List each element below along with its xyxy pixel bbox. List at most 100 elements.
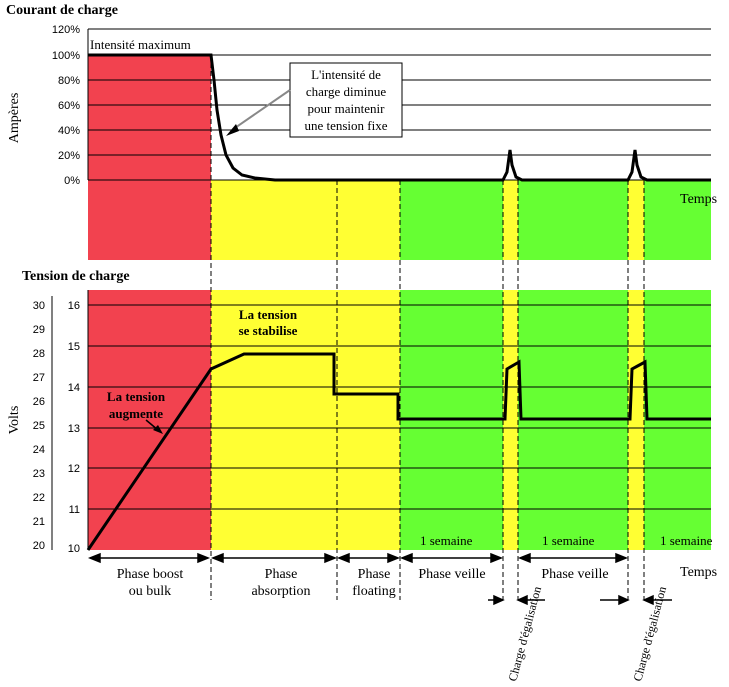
current-band-equalization-1 — [503, 180, 518, 260]
equalization-arrowhead — [642, 594, 654, 606]
voltage-ytick-inner: 16 — [68, 300, 80, 312]
phase-label-absorption: absorption — [251, 584, 310, 599]
phase-label-bulk: ou bulk — [129, 584, 171, 599]
current-annotation-arrowhead — [226, 124, 239, 136]
current-annotation-line: pour maintenir — [308, 101, 386, 116]
voltage-ytick-outer: 23 — [33, 468, 45, 480]
voltage-yticks-outer: 30 29 28 27 26 25 24 23 22 21 20 — [33, 300, 45, 552]
equalization-arrowhead — [618, 594, 630, 606]
voltage-band-equalization-2 — [628, 290, 644, 550]
current-ytick: 40% — [58, 125, 80, 137]
current-ytick: 120% — [52, 24, 80, 36]
voltage-ytick-inner: 15 — [68, 341, 80, 353]
phase-label-standby-2: Phase veille — [541, 567, 608, 582]
voltage-ytick-outer: 29 — [33, 324, 45, 336]
voltage-annotation-arrowhead — [153, 425, 163, 434]
voltage-ytick-outer: 27 — [33, 372, 45, 384]
current-band-equalization-2 — [628, 180, 644, 260]
voltage-band-equalization-1 — [503, 290, 518, 550]
phase-boundaries — [210, 55, 645, 600]
voltage-annotation-rise: La tension augmente — [107, 389, 166, 434]
current-annotation-line: une tension fixe — [304, 118, 387, 133]
current-chart-ylabel: Ampères — [7, 93, 22, 144]
week-label: 1 semaine — [542, 533, 595, 548]
phase-label-absorption: Phase — [265, 567, 298, 582]
phase-labels: Phase boost ou bulk Phase absorption Pha… — [117, 567, 609, 599]
current-band-standby-3 — [644, 180, 711, 260]
voltage-yticks-inner: 16 15 14 13 12 11 10 — [68, 300, 80, 555]
current-band-absorption — [211, 180, 337, 260]
phase-arrowhead — [336, 552, 350, 564]
current-ytick: 60% — [58, 100, 80, 112]
voltage-ytick-inner: 13 — [68, 423, 80, 435]
phase-label-floating: Phase — [358, 567, 391, 582]
current-band-bulk — [88, 180, 211, 260]
voltage-chart-title: Tension de charge — [22, 269, 130, 284]
voltage-ytick-outer: 21 — [33, 516, 45, 528]
voltage-chart-xlabel: Temps — [680, 565, 717, 580]
phase-arrowhead — [387, 552, 401, 564]
voltage-ytick-outer: 30 — [33, 300, 45, 312]
phase-label-standby-1: Phase veille — [418, 567, 485, 582]
voltage-ytick-outer: 26 — [33, 396, 45, 408]
current-band-floating — [337, 180, 400, 260]
phase-label-floating: floating — [352, 584, 396, 599]
current-ytick: 80% — [58, 75, 80, 87]
voltage-annotation-line: augmente — [109, 406, 163, 421]
phase-arrowhead — [197, 552, 211, 564]
voltage-week-labels: 1 semaine 1 semaine 1 semaine — [420, 533, 713, 548]
voltage-ytick-inner: 11 — [69, 504, 80, 516]
phase-arrowhead — [399, 552, 413, 564]
voltage-ytick-inner: 14 — [68, 382, 80, 394]
voltage-band-floating — [337, 290, 400, 550]
voltage-annotation-line: La tension — [107, 389, 166, 404]
voltage-ytick-outer: 28 — [33, 348, 45, 360]
voltage-band-bulk — [88, 290, 211, 550]
equalization-arrowhead — [493, 594, 505, 606]
voltage-band-absorption — [211, 290, 337, 550]
voltage-ytick-inner: 12 — [68, 463, 80, 475]
phase-arrowhead — [324, 552, 338, 564]
voltage-phase-bands — [88, 290, 711, 550]
voltage-chart-ylabel: Volts — [7, 406, 22, 435]
current-band-standby-1 — [400, 180, 503, 260]
voltage-ytick-outer: 25 — [33, 420, 45, 432]
current-chart-xlabel: Temps — [680, 192, 717, 207]
current-band-standby-2 — [518, 180, 628, 260]
current-band-bulk-upper — [88, 55, 211, 180]
current-ytick: 20% — [58, 150, 80, 162]
current-annotation-line: L'intensité de — [311, 67, 381, 82]
voltage-ytick-outer: 24 — [33, 444, 45, 456]
equalization-arrowhead — [516, 594, 528, 606]
current-yticks: 120% 100% 80% 60% 40% 20% 0% — [52, 24, 80, 187]
current-annotation-max: Intensité maximum — [90, 37, 191, 52]
current-ytick: 0% — [64, 175, 80, 187]
phase-arrowhead — [615, 552, 629, 564]
voltage-annotation-line: se stabilise — [239, 323, 298, 338]
voltage-annotation-line: La tension — [239, 307, 298, 322]
phase-arrowhead — [210, 552, 224, 564]
current-chart: Courant de charge Ampères 120% 100% — [6, 3, 717, 260]
current-annotation-line: charge diminue — [306, 84, 386, 99]
current-annotation-box — [289, 62, 403, 138]
phase-arrowhead — [490, 552, 504, 564]
current-annotation-pointer — [231, 89, 291, 131]
current-chart-title: Courant de charge — [6, 3, 118, 18]
current-annotation-callout: L'intensité de charge diminue pour maint… — [226, 62, 403, 138]
voltage-ytick-inner: 10 — [68, 543, 80, 555]
voltage-annotation-stable: La tension se stabilise — [239, 307, 298, 338]
voltage-chart: Tension de charge Volts 30 29 28 — [7, 269, 717, 580]
week-label: 1 semaine — [660, 533, 713, 548]
current-ytick: 100% — [52, 50, 80, 62]
phase-arrowhead — [517, 552, 531, 564]
week-label: 1 semaine — [420, 533, 473, 548]
voltage-ytick-outer: 20 — [33, 540, 45, 552]
phase-arrows — [87, 552, 672, 606]
phase-label-bulk: Phase boost — [117, 567, 184, 582]
current-curve — [88, 53, 711, 182]
voltage-curve — [86, 352, 711, 551]
current-phase-bands — [88, 55, 711, 260]
voltage-ytick-outer: 22 — [33, 492, 45, 504]
phase-arrowhead — [87, 552, 101, 564]
